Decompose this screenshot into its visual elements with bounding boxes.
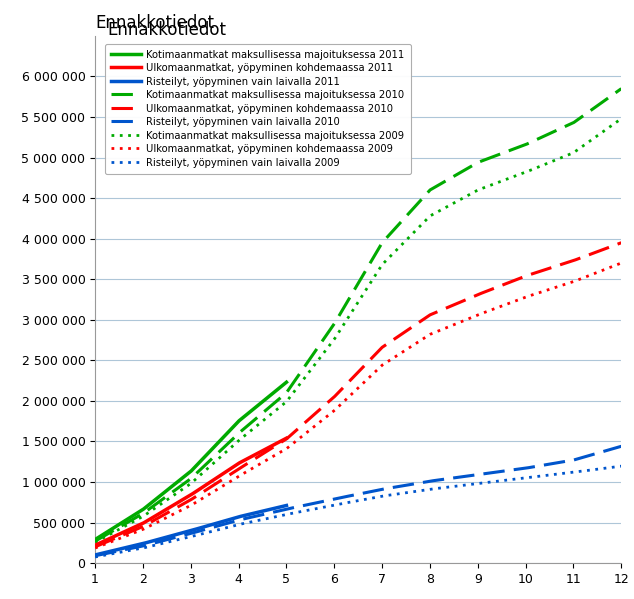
Legend: Kotimaanmatkat maksullisessa majoituksessa 2011, Ulkomaanmatkat, yöpyminen kohde: Kotimaanmatkat maksullisessa majoitukses… <box>105 44 411 174</box>
Text: Ennakkotiedot: Ennakkotiedot <box>95 14 214 32</box>
Text: Ennakkotiedot: Ennakkotiedot <box>108 21 227 39</box>
